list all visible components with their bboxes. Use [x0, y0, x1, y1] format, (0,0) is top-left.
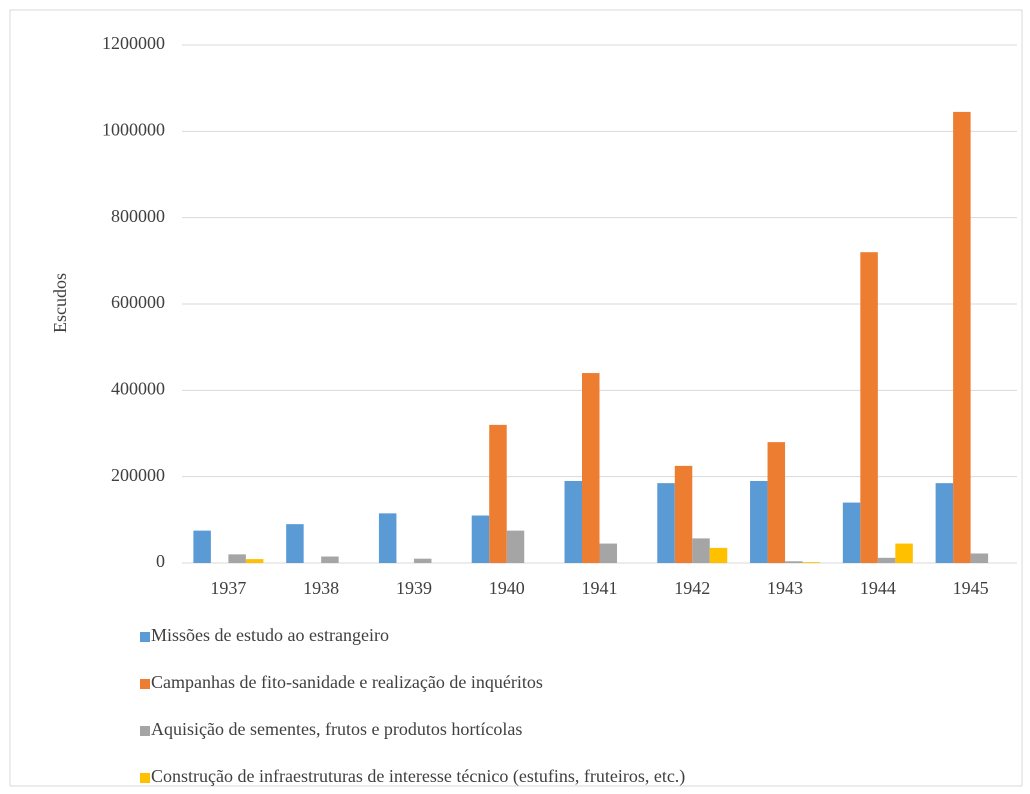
- bar: [321, 556, 339, 563]
- bar: [582, 373, 600, 563]
- legend-label: Missões de estudo ao estrangeiro: [151, 625, 389, 645]
- bar: [674, 465, 693, 563]
- bar: [506, 530, 525, 563]
- bar: [877, 557, 896, 563]
- y-tick-label: 200000: [111, 465, 165, 485]
- bar: [767, 442, 786, 563]
- bar: [564, 480, 582, 563]
- chart-frame: [9, 9, 1023, 787]
- bar: [935, 483, 954, 563]
- bar: [953, 111, 971, 564]
- x-tick-label: 1939: [396, 578, 432, 598]
- x-tick-label: 1945: [953, 578, 989, 598]
- bar: [193, 530, 211, 563]
- legend-swatch: [140, 726, 150, 736]
- bar: [785, 561, 803, 563]
- y-tick-label: 800000: [111, 206, 165, 226]
- x-tick-label: 1943: [767, 578, 803, 598]
- bar: [657, 483, 675, 563]
- bar: [692, 538, 710, 563]
- bar: [489, 424, 507, 563]
- y-tick-label: 1200000: [102, 33, 165, 53]
- y-tick-label: 0: [156, 551, 165, 571]
- x-tick-label: 1937: [210, 578, 246, 598]
- bar: [895, 543, 913, 563]
- x-tick-label: 1938: [303, 578, 339, 598]
- bar: [842, 502, 861, 563]
- bar: [599, 543, 617, 563]
- y-axis-label: Escudos: [50, 273, 70, 333]
- bar: [471, 515, 490, 563]
- y-tick-label: 600000: [111, 292, 165, 312]
- bar: [970, 553, 989, 563]
- legend-label: Construção de infraestruturas de interes…: [151, 766, 685, 787]
- bar: [286, 524, 304, 563]
- bar: [802, 562, 821, 563]
- x-tick-label: 1942: [674, 578, 710, 598]
- y-tick-label: 400000: [111, 378, 165, 398]
- x-tick-label: 1944: [860, 578, 896, 598]
- bar: [378, 513, 397, 563]
- bar: [228, 554, 246, 563]
- x-tick-label: 1941: [582, 578, 618, 598]
- legend-swatch: [140, 632, 150, 642]
- bar: [245, 559, 264, 563]
- legend-swatch: [140, 679, 150, 689]
- bar: [860, 252, 878, 563]
- legend-swatch: [140, 773, 150, 783]
- x-tick-label: 1940: [489, 578, 525, 598]
- bar: [413, 558, 432, 563]
- legend-label: Aquisição de sementes, frutos e produtos…: [151, 719, 522, 739]
- bar: [709, 547, 728, 563]
- legend-label: Campanhas de fito-sanidade e realização …: [151, 672, 543, 692]
- bar: [750, 480, 768, 563]
- y-tick-label: 1000000: [102, 119, 165, 139]
